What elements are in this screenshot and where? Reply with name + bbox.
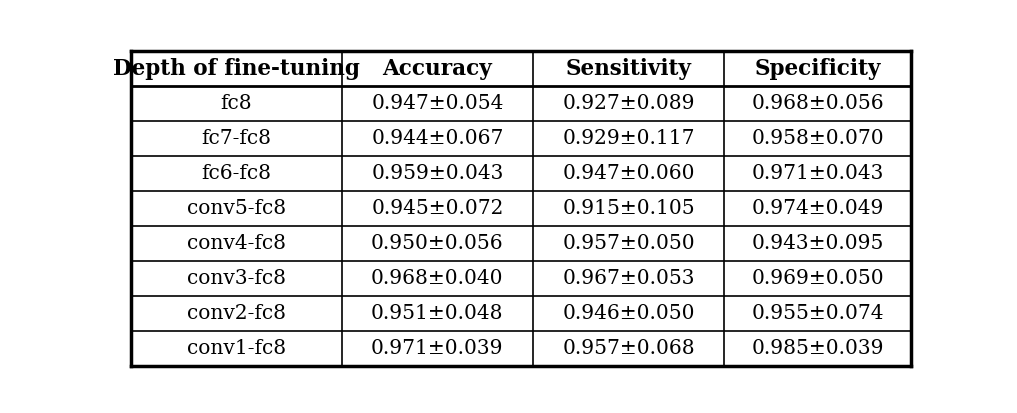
Bar	[533, 331, 724, 366]
Bar	[131, 121, 342, 156]
Text: 0.929±0.117: 0.929±0.117	[562, 129, 695, 148]
Bar	[131, 226, 342, 261]
Text: 0.957±0.068: 0.957±0.068	[562, 339, 695, 358]
Text: conv3-fc8: conv3-fc8	[187, 269, 286, 288]
Bar	[342, 296, 533, 331]
Bar	[533, 191, 724, 226]
Text: 0.974±0.049: 0.974±0.049	[752, 199, 884, 218]
Text: 0.951±0.048: 0.951±0.048	[371, 304, 503, 323]
Text: 0.944±0.067: 0.944±0.067	[371, 129, 503, 148]
Bar	[342, 86, 533, 121]
Bar	[533, 86, 724, 121]
Bar	[342, 121, 533, 156]
Bar	[342, 191, 533, 226]
Bar	[131, 331, 342, 366]
Text: Sensitivity: Sensitivity	[565, 58, 692, 80]
Text: 0.967±0.053: 0.967±0.053	[562, 269, 695, 288]
Text: 0.971±0.043: 0.971±0.043	[752, 164, 884, 183]
Bar	[342, 261, 533, 296]
Text: 0.968±0.056: 0.968±0.056	[752, 94, 884, 113]
Bar	[131, 296, 342, 331]
Text: 0.957±0.050: 0.957±0.050	[562, 234, 695, 253]
Bar	[131, 261, 342, 296]
Text: 0.950±0.056: 0.950±0.056	[371, 234, 503, 253]
Bar	[342, 226, 533, 261]
Bar	[724, 121, 911, 156]
Text: fc8: fc8	[221, 94, 252, 113]
Bar	[342, 156, 533, 191]
Text: 0.968±0.040: 0.968±0.040	[371, 269, 503, 288]
Text: fc7-fc8: fc7-fc8	[201, 129, 272, 148]
Bar	[533, 226, 724, 261]
Text: 0.969±0.050: 0.969±0.050	[752, 269, 884, 288]
Text: Depth of fine-tuning: Depth of fine-tuning	[113, 58, 360, 80]
Text: 0.947±0.060: 0.947±0.060	[562, 164, 695, 183]
Text: 0.971±0.039: 0.971±0.039	[371, 339, 503, 358]
Bar	[131, 51, 342, 86]
Bar	[724, 296, 911, 331]
Bar	[533, 121, 724, 156]
Bar	[533, 51, 724, 86]
Text: 0.947±0.054: 0.947±0.054	[371, 94, 503, 113]
Bar	[533, 296, 724, 331]
Bar	[131, 191, 342, 226]
Bar	[724, 331, 911, 366]
Text: 0.959±0.043: 0.959±0.043	[371, 164, 503, 183]
Text: 0.958±0.070: 0.958±0.070	[752, 129, 884, 148]
Bar	[724, 86, 911, 121]
Text: 0.955±0.074: 0.955±0.074	[752, 304, 884, 323]
Text: conv1-fc8: conv1-fc8	[187, 339, 286, 358]
Bar	[131, 86, 342, 121]
Text: 0.927±0.089: 0.927±0.089	[562, 94, 695, 113]
Bar	[724, 261, 911, 296]
Bar	[533, 261, 724, 296]
Bar	[724, 191, 911, 226]
Text: 0.985±0.039: 0.985±0.039	[752, 339, 884, 358]
Bar	[724, 51, 911, 86]
Text: 0.946±0.050: 0.946±0.050	[562, 304, 695, 323]
Text: Accuracy: Accuracy	[382, 58, 492, 80]
Bar	[131, 156, 342, 191]
Text: conv4-fc8: conv4-fc8	[187, 234, 286, 253]
Bar	[724, 226, 911, 261]
Text: conv5-fc8: conv5-fc8	[187, 199, 286, 218]
Text: 0.945±0.072: 0.945±0.072	[371, 199, 503, 218]
Bar	[533, 156, 724, 191]
Text: Specificity: Specificity	[755, 58, 881, 80]
Text: conv2-fc8: conv2-fc8	[187, 304, 286, 323]
Bar	[724, 156, 911, 191]
Bar	[342, 51, 533, 86]
Bar	[342, 331, 533, 366]
Text: 0.943±0.095: 0.943±0.095	[752, 234, 884, 253]
Text: fc6-fc8: fc6-fc8	[201, 164, 272, 183]
Text: 0.915±0.105: 0.915±0.105	[562, 199, 695, 218]
